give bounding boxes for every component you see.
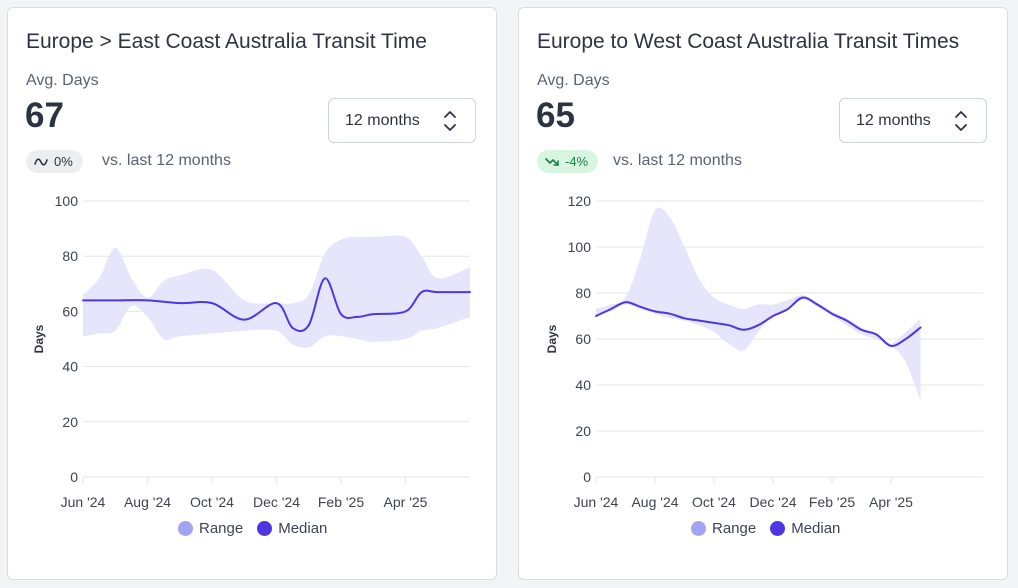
y-axis-label: Days (32, 324, 46, 353)
transit-chart: 0 20 40 60 80 100 Jun '24 Aug '24 Oct '24 Dec '24… (32, 193, 471, 510)
chevron-up-down-icon (444, 111, 456, 131)
period-select[interactable]: 12 months (839, 98, 987, 143)
median-line (595, 296, 922, 347)
legend-label-median: Median (791, 520, 841, 537)
trend-flat-icon (34, 157, 48, 166)
y-tick-label: 120 (568, 193, 592, 209)
legend-swatch-range (178, 521, 193, 536)
y-tick-label: 20 (575, 423, 591, 439)
legend-item-median[interactable]: Median (257, 520, 327, 537)
y-tick-label: 20 (62, 414, 78, 430)
legend-swatch-range (691, 521, 706, 536)
chart-legend: Range Median (691, 520, 840, 537)
metric-value: 67 (25, 96, 64, 135)
transit-chart: 0 20 40 60 80 100 120 Jun '24 Aug '24 Oct '24 Dec … (545, 193, 983, 510)
y-tick-label: 40 (575, 377, 591, 393)
comparison-text: vs. last 12 months (102, 152, 231, 169)
legend-label-median: Median (278, 520, 328, 537)
y-tick-label: 100 (55, 193, 79, 209)
transit-card-east: Europe > East Coast Australia Transit Ti… (7, 7, 497, 580)
transit-card-west: Europe to West Coast Australia Transit T… (518, 7, 1008, 580)
y-tick-label: 0 (70, 469, 78, 485)
trend-down-icon (545, 157, 559, 166)
y-tick-label: 60 (62, 303, 78, 319)
x-tick-label: Oct '24 (190, 494, 234, 510)
period-select[interactable]: 12 months (328, 98, 476, 143)
y-axis-label: Days (545, 324, 559, 353)
x-tick-label: Aug '24 (124, 494, 171, 510)
x-tick-label: Jun '24 (574, 494, 619, 510)
period-select-value: 12 months (345, 112, 420, 129)
comparison-text: vs. last 12 months (613, 152, 742, 169)
y-tick-label: 100 (568, 239, 592, 255)
chart-legend: Range Median (178, 520, 327, 537)
x-tick-label: Feb '25 (809, 494, 855, 510)
change-badge: 0% (26, 150, 83, 173)
card-title: Europe > East Coast Australia Transit Ti… (26, 30, 427, 53)
legend-label-range: Range (712, 520, 757, 537)
change-value: 0% (54, 154, 73, 169)
x-tick-label: Apr '25 (869, 494, 913, 510)
legend-item-range[interactable]: Range (178, 520, 243, 537)
y-tick-label: 80 (575, 285, 591, 301)
period-select-value: 12 months (856, 112, 931, 129)
metric-label: Avg. Days (537, 72, 610, 89)
x-tick-label: Apr '25 (384, 494, 428, 510)
metric-label: Avg. Days (26, 72, 99, 89)
legend-swatch-median (257, 521, 273, 536)
x-tick-label: Aug '24 (631, 494, 678, 510)
card-title: Europe to West Coast Australia Transit T… (537, 30, 960, 53)
chevron-up-down-icon (955, 111, 967, 131)
legend-item-range[interactable]: Range (691, 520, 756, 537)
y-tick-label: 40 (62, 359, 78, 375)
change-value: -4% (565, 154, 589, 169)
legend-swatch-median (770, 521, 786, 536)
y-tick-label: 60 (575, 331, 591, 347)
change-badge: -4% (537, 150, 599, 173)
y-tick-label: 80 (62, 248, 78, 264)
x-tick-label: Jun '24 (61, 494, 106, 510)
x-tick-label: Dec '24 (749, 494, 796, 510)
x-tick-label: Oct '24 (692, 494, 736, 510)
x-tick-label: Dec '24 (253, 494, 300, 510)
y-tick-label: 0 (583, 469, 591, 485)
legend-label-range: Range (199, 520, 244, 537)
legend-item-median[interactable]: Median (770, 520, 840, 537)
range-band (83, 235, 470, 348)
range-band (596, 207, 921, 402)
x-tick-label: Feb '25 (318, 494, 364, 510)
median-line (82, 277, 471, 333)
metric-value: 65 (536, 96, 575, 135)
